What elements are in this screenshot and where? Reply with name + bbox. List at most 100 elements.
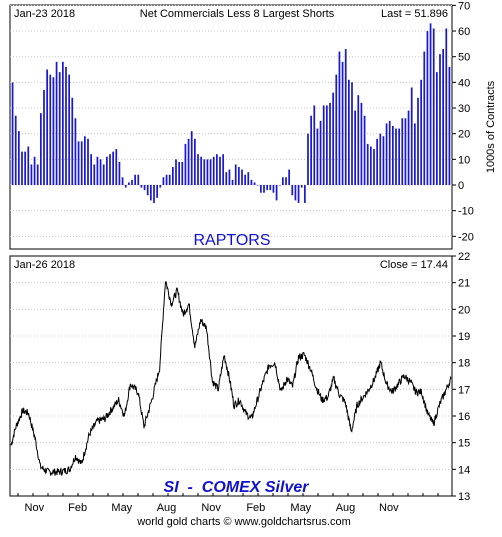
raptors-bars <box>11 23 451 203</box>
raptors-bar <box>27 146 30 185</box>
raptors-bar <box>426 31 429 185</box>
silver-panel: 13 14 15 16 17 18 19 20 21 22 Nov Feb May Aug Nov Feb M… <box>9 251 470 514</box>
raptors-bar <box>178 161 181 185</box>
raptors-bar <box>168 174 171 185</box>
raptors-y-axis: -20 -10 0 10 20 30 40 50 60 70 <box>452 0 474 243</box>
raptors-bar <box>43 90 45 185</box>
raptors-bar <box>435 72 438 185</box>
raptors-y-tick-label: 10 <box>458 154 470 166</box>
raptors-bar <box>187 138 190 185</box>
raptors-bar <box>102 164 105 185</box>
raptors-bar <box>354 110 357 185</box>
raptors-bar <box>21 151 23 185</box>
raptors-bar <box>159 185 162 188</box>
raptors-y-tick-label: 20 <box>458 129 470 141</box>
silver-x-tick-label: Aug <box>336 502 356 514</box>
raptors-bar <box>275 185 278 201</box>
raptors-bar <box>285 177 287 185</box>
raptors-panel: -20 -10 0 10 20 30 40 50 60 70 Jan-23 2018 Net Co… <box>9 0 497 250</box>
raptors-bar <box>190 131 193 185</box>
raptors-bar <box>281 177 284 185</box>
raptors-bar <box>193 138 196 185</box>
raptors-bar <box>432 28 435 185</box>
raptors-bar <box>55 61 58 185</box>
raptors-bar <box>131 179 133 185</box>
raptors-bar <box>200 156 203 185</box>
raptors-y-tick-label: -10 <box>458 206 474 218</box>
raptors-bar <box>228 169 231 185</box>
raptors-bar <box>341 61 344 185</box>
raptors-bar <box>322 105 325 185</box>
raptors-bar <box>231 179 234 185</box>
silver-y-tick-label: 14 <box>458 464 470 476</box>
raptors-bar <box>269 185 272 191</box>
raptors-bar <box>291 185 294 196</box>
raptors-bar <box>65 66 67 185</box>
silver-date-label: Jan-26 2018 <box>14 259 75 271</box>
raptors-bar <box>121 177 124 185</box>
raptors-bar <box>209 159 212 185</box>
raptors-bar <box>171 167 174 185</box>
raptors-gridlines <box>10 4 452 237</box>
raptors-bar <box>17 131 20 185</box>
raptors-bar <box>46 69 49 185</box>
raptors-bar <box>162 177 165 185</box>
raptors-bar <box>14 115 17 185</box>
raptors-bar <box>388 120 391 185</box>
raptors-bar <box>410 87 413 185</box>
silver-x-axis: Nov Feb May Aug Nov Feb May Aug Nov <box>17 493 439 514</box>
raptors-bar <box>93 164 96 185</box>
raptors-bar <box>247 172 250 185</box>
raptors-bar <box>90 154 93 185</box>
raptors-bar <box>127 182 130 185</box>
raptors-bar <box>234 164 237 185</box>
raptors-bar <box>417 97 419 185</box>
raptors-bar <box>175 159 177 185</box>
raptors-bar <box>288 169 291 185</box>
raptors-bar <box>294 185 297 201</box>
raptors-y-axis-label: 1000s of Contracts <box>485 80 497 173</box>
raptors-bar <box>357 95 360 185</box>
raptors-bar <box>250 179 253 185</box>
raptors-y-tick-label: 70 <box>458 0 470 12</box>
raptors-bar <box>203 159 206 185</box>
raptors-bar <box>140 185 143 188</box>
raptors-y-tick-label: -20 <box>458 231 474 243</box>
raptors-bar <box>266 185 269 191</box>
raptors-bar <box>237 167 240 185</box>
silver-x-tick-label: May <box>290 502 311 514</box>
raptors-bar <box>303 185 306 203</box>
footer-credit: world gold charts © www.goldchartsrus.co… <box>136 516 351 528</box>
raptors-bar <box>68 74 71 185</box>
raptors-date-label: Jan-23 2018 <box>14 8 75 20</box>
raptors-bar <box>313 105 316 185</box>
silver-price-line <box>10 281 452 477</box>
raptors-panel-label: RAPTORS <box>193 232 270 249</box>
raptors-bar <box>80 141 83 185</box>
silver-x-tick-label: Aug <box>157 502 177 514</box>
raptors-bar <box>52 77 55 185</box>
raptors-y-tick-label: 60 <box>458 26 470 38</box>
raptors-bar <box>398 128 401 185</box>
raptors-bar <box>74 118 77 185</box>
silver-x-tick-label: Nov <box>379 502 399 514</box>
raptors-bar <box>244 174 247 185</box>
raptors-bar <box>181 161 184 185</box>
raptors-bar <box>310 115 313 185</box>
silver-x-tick-label: Nov <box>25 502 45 514</box>
raptors-bar <box>222 154 225 185</box>
raptors-bar <box>137 174 140 185</box>
raptors-bar <box>184 143 187 185</box>
raptors-y-tick-label: 50 <box>458 52 470 64</box>
raptors-bar <box>109 154 111 185</box>
raptors-bar <box>83 136 86 185</box>
silver-panel-label: SI - COMEX Silver <box>164 479 310 496</box>
raptors-bar <box>134 174 137 185</box>
silver-y-tick-label: 17 <box>458 384 470 396</box>
raptors-bar <box>153 185 155 203</box>
silver-y-tick-label: 13 <box>458 491 470 503</box>
raptors-bar <box>391 125 394 185</box>
silver-close-label: Close = 17.44 <box>380 259 448 271</box>
raptors-bar <box>332 92 335 185</box>
raptors-bar <box>71 97 74 185</box>
